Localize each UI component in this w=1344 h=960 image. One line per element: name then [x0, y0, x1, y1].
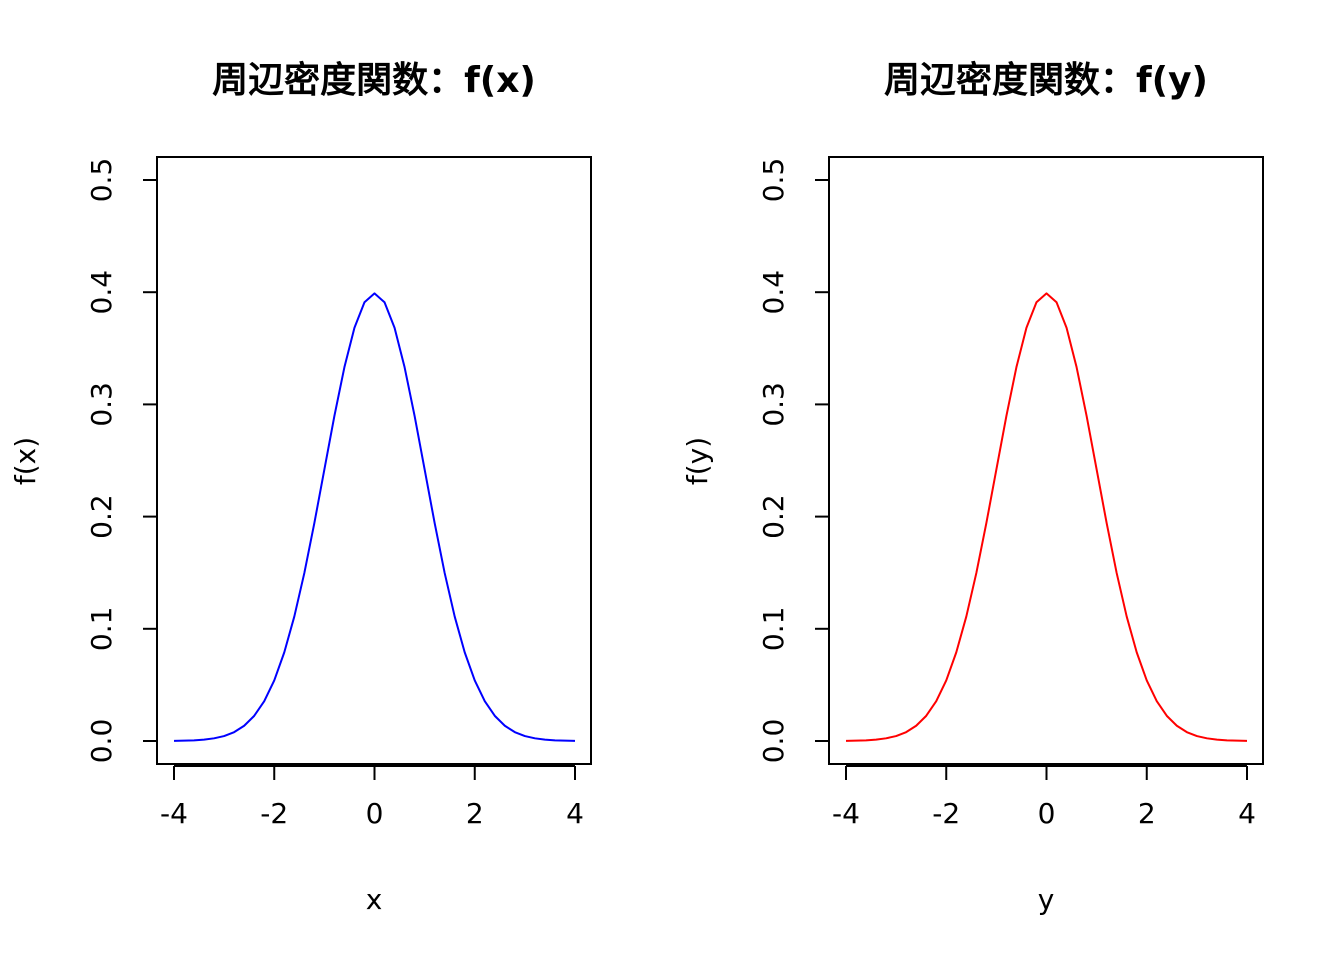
x-tick-label: 4: [566, 797, 584, 830]
y-tick-label: 0.1: [85, 607, 118, 652]
y-tick-label: 0.3: [757, 382, 790, 427]
y-tick-label: 0.2: [85, 494, 118, 539]
x-axis: -4 -2 0 2 4: [832, 765, 1256, 830]
series-group: [845, 292, 1248, 742]
y-axis: 0.0 0.1 0.2 0.3 0.4 0.5: [757, 158, 830, 764]
y-tick-label: 0.4: [85, 270, 118, 315]
y-axis: 0.0 0.1 0.2 0.3 0.4 0.5: [85, 158, 158, 764]
y-tick-label: 0.0: [757, 719, 790, 764]
density-curve: [173, 292, 576, 742]
x-tick-label: 0: [366, 797, 384, 830]
chart-title: 周辺密度関数：f(y): [884, 59, 1208, 101]
x-tick-label: 0: [1038, 797, 1056, 830]
y-tick-label: 0.4: [757, 270, 790, 315]
x-tick-label: 2: [466, 797, 484, 830]
y-axis-label: f(x): [9, 437, 42, 485]
x-tick-label: -2: [932, 797, 960, 830]
x-tick-label: -4: [160, 797, 188, 830]
x-tick-label: -2: [260, 797, 288, 830]
y-tick-label: 0.1: [757, 607, 790, 652]
plot-frame: [828, 156, 1264, 765]
y-tick-label: 0.5: [85, 158, 118, 203]
density-curve: [845, 292, 1248, 742]
x-tick-label: -4: [832, 797, 860, 830]
panel-fy: 周辺密度関数：f(y) -4 -2 0 2 4 0.0 0.1 0.2 0.3 0.4 0.5 y…: [681, 59, 1264, 916]
series-group: [173, 292, 576, 742]
y-tick-label: 0.0: [85, 719, 118, 764]
x-tick-label: 2: [1138, 797, 1156, 830]
y-axis-label: f(y): [681, 437, 714, 485]
x-axis: -4 -2 0 2 4: [160, 765, 584, 830]
x-axis-label: x: [366, 883, 383, 916]
y-tick-label: 0.2: [757, 494, 790, 539]
y-tick-label: 0.3: [85, 382, 118, 427]
x-tick-label: 4: [1238, 797, 1256, 830]
chart-title: 周辺密度関数：f(x): [212, 59, 536, 101]
y-tick-label: 0.5: [757, 158, 790, 203]
panel-fx: 周辺密度関数：f(x) -4 -2 0 2 4 0.0 0.1 0.2 0.3 0.4 0.5 x…: [9, 59, 592, 916]
plot-frame: [156, 156, 592, 765]
x-axis-label: y: [1038, 883, 1055, 916]
